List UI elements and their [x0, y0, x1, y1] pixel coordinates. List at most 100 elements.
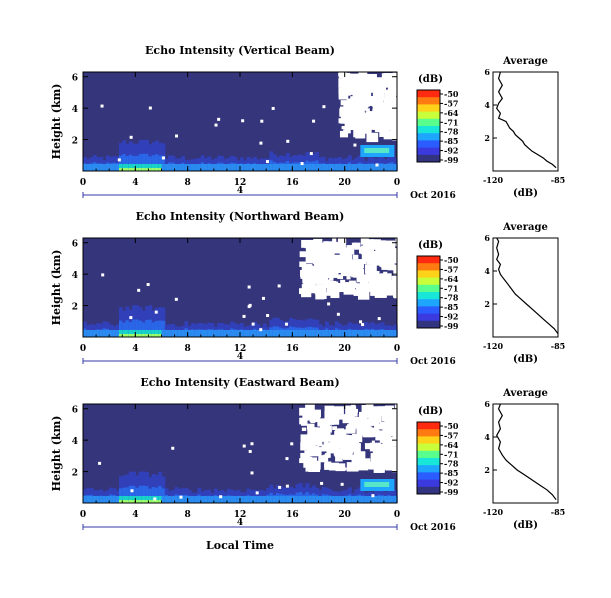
echo-layer-cell [105, 330, 110, 337]
echo-layer-cell [226, 164, 231, 171]
missing-data-cell [338, 80, 345, 85]
colorbar-swatch [417, 277, 440, 286]
echo-layer-cell [118, 155, 123, 171]
missing-data-cell [367, 427, 380, 437]
colorbar-tick-label: -78 [444, 459, 459, 469]
missing-data-cell [329, 412, 334, 416]
colorbar-tick-label: -50 [444, 89, 459, 99]
x-tick-label: 0 [394, 344, 400, 354]
echo-layer-cell [266, 330, 271, 337]
echo-layer-cell [125, 500, 130, 503]
echo-layer-cell [161, 496, 166, 503]
missing-data-cell [368, 462, 379, 470]
chart-title: Echo Intensity (Vertical Beam) [145, 44, 335, 57]
echo-layer-cell [390, 496, 395, 503]
missing-data-cell [335, 455, 343, 462]
echo-layer-cell [158, 320, 163, 337]
echo-layer-cell [295, 496, 300, 503]
echo-layer-cell [315, 330, 320, 337]
echo-layer-cell [138, 168, 143, 171]
echo-layer-cell [132, 164, 136, 171]
missing-data-cell [278, 485, 282, 489]
missing-data-cell [339, 239, 347, 245]
echo-layer-cell [272, 330, 277, 337]
missing-data-cell [351, 242, 357, 247]
missing-data-cell [309, 152, 313, 156]
echo-layer-cell [341, 164, 346, 171]
missing-data-cell [358, 420, 364, 425]
missing-data-cell [320, 437, 326, 442]
echo-layer-cell [266, 496, 271, 503]
echo-layer-cell [122, 500, 127, 503]
profile-y-tick-label: 2 [484, 465, 490, 475]
echo-layer-cell [344, 330, 349, 337]
missing-data-cell [321, 444, 331, 452]
echo-layer-cell [361, 496, 365, 503]
colorbar-unit: (dB) [418, 240, 443, 251]
echo-layer-cell [128, 334, 133, 337]
echo-layer-cell [387, 164, 392, 171]
missing-data-cell [317, 268, 329, 278]
echo-layer-cell [125, 496, 130, 503]
missing-data-cell [354, 245, 360, 250]
echo-layer-cell [367, 496, 372, 503]
colorbar-tick-label: -99 [444, 487, 459, 497]
missing-data-cell [388, 463, 393, 467]
echo-layer-cell [393, 330, 398, 337]
echo-layer-cell [292, 164, 297, 171]
colorbar-tick-label: -92 [444, 312, 458, 322]
x-tick-label: 20 [338, 510, 351, 520]
colorbar-swatch [417, 256, 440, 264]
missing-data-cell [330, 290, 340, 299]
echo-layer-cell [331, 164, 336, 171]
colorbar-swatch [417, 465, 440, 473]
echo-layer-cell [377, 496, 382, 503]
echo-layer-cell [148, 496, 153, 503]
profile-x-label: (dB) [513, 188, 538, 199]
echo-layer-cell [256, 330, 261, 337]
missing-data-cell [383, 406, 390, 412]
missing-data-cell [393, 410, 406, 420]
profile-y-tick-label: 4 [484, 266, 490, 276]
missing-data-cell [339, 108, 350, 117]
echo-layer-cell [334, 330, 339, 337]
echo-layer-cell [115, 330, 120, 337]
profile-title: Average [502, 56, 548, 67]
missing-data-cell [370, 455, 378, 461]
echo-layer-cell [154, 487, 159, 503]
missing-data-cell [367, 111, 371, 115]
missing-data-cell [343, 435, 352, 442]
echo-layer-cell [154, 500, 159, 503]
echo-layer-cell [83, 330, 87, 337]
echo-layer-cell [220, 330, 225, 337]
missing-data-cell [248, 449, 252, 453]
missing-data-cell [333, 270, 337, 274]
x-tick-label: 4 [132, 344, 138, 354]
colorbar-tick-label: -50 [444, 421, 459, 431]
missing-data-cell [384, 90, 395, 98]
echo-layer-cell [249, 330, 254, 337]
missing-data-cell [340, 113, 353, 123]
missing-data-cell [248, 303, 252, 307]
missing-data-cell [380, 80, 386, 84]
colorbar-tick-label: -57 [444, 264, 458, 274]
missing-data-cell [353, 451, 366, 461]
missing-data-cell [388, 455, 396, 461]
colorbar-swatch [417, 458, 440, 466]
echo-layer-cell [347, 164, 352, 171]
echo-layer-cell [383, 330, 388, 337]
echo-layer-cell [210, 496, 215, 503]
missing-data-cell [353, 458, 365, 467]
echo-layer-cell [344, 496, 349, 503]
missing-data-cell [261, 296, 265, 300]
echo-layer-cell [145, 153, 150, 171]
colorbar-swatch [417, 486, 440, 495]
missing-data-cell [214, 123, 218, 127]
echo-layer-cell [305, 164, 310, 171]
panel-2: Echo Intensity (Eastward Beam) Height (km… [50, 376, 565, 552]
missing-data-cell [98, 461, 102, 465]
echo-layer-cell [279, 330, 284, 337]
missing-data-cell [242, 444, 246, 448]
missing-data-cell [322, 279, 330, 285]
missing-data-cell [335, 463, 346, 472]
